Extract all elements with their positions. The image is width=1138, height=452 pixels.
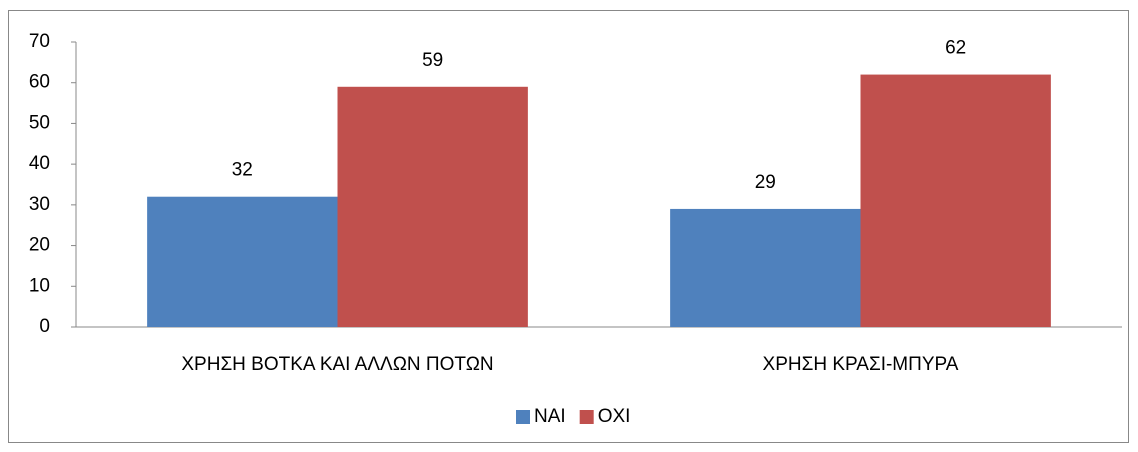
legend-label: ΝΑΙ (534, 406, 566, 427)
data-label: 59 (422, 50, 443, 71)
y-tick-label: 20 (29, 235, 50, 256)
bar (337, 86, 528, 328)
x-tick-label: ΧΡΗΣΗ ΚΡΑΣΙ-ΜΠΥΡΑ (763, 354, 959, 375)
legend-label: ΟΧΙ (598, 406, 631, 427)
data-label: 29 (755, 172, 776, 193)
bar (670, 208, 861, 327)
y-tick-label: 10 (29, 275, 50, 296)
y-tick-label: 30 (29, 194, 50, 215)
bar (147, 196, 338, 327)
chart-frame (8, 10, 1129, 443)
y-tick-label: 40 (29, 153, 50, 174)
y-tick-label: 60 (29, 72, 50, 93)
y-tick-label: 70 (29, 31, 50, 52)
x-tick-label: ΧΡΗΣΗ ΒΟΤΚΑ ΚΑΙ ΑΛΛΩΝ ΠΟΤΩΝ (181, 354, 493, 375)
y-tick-label: 0 (39, 316, 50, 337)
bar (860, 74, 1051, 327)
data-label: 62 (945, 38, 966, 59)
legend-swatch (579, 410, 594, 424)
data-label: 32 (232, 160, 253, 181)
y-tick-label: 50 (29, 112, 50, 133)
legend-swatch (516, 410, 530, 424)
